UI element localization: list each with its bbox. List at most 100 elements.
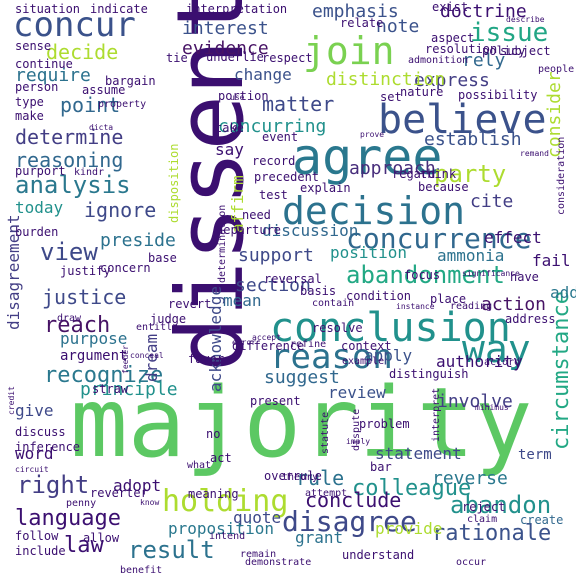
word-majority: majority (70, 367, 533, 479)
word-assume: assume (82, 83, 126, 97)
word-event: event (262, 130, 299, 144)
word-believe: believe (378, 97, 547, 143)
word-concern: concern (100, 261, 151, 275)
word-test: test (259, 188, 288, 202)
word-admonition: admonition (408, 55, 469, 66)
word-respect: respect (262, 51, 313, 65)
word-suggest: suggest (264, 367, 340, 388)
word-bargain: bargain (105, 74, 156, 88)
word-proposition: proposition (168, 519, 274, 538)
word-describe: describe (506, 15, 545, 24)
word-intend: intend (209, 531, 246, 542)
word-view: view (40, 238, 98, 266)
word-rationale: rationale (432, 521, 552, 546)
word-include: include (15, 544, 66, 558)
word-base: base (148, 251, 177, 265)
word-analysis: analysis (15, 171, 131, 199)
word-set: set (380, 90, 402, 104)
word-decide: decide (46, 40, 119, 64)
word-abandonment: abandonment (346, 261, 505, 289)
word-reading: reading (450, 301, 493, 312)
word-dispute: dispute (351, 408, 362, 451)
word-determination: determination (217, 204, 228, 283)
word-disagree: disagree (282, 505, 417, 538)
word-require: require (15, 65, 91, 86)
word-record: record (252, 154, 296, 168)
word-statute: statute (320, 411, 331, 454)
word-determine: determine (15, 125, 124, 149)
word-concurring: concurring (218, 116, 327, 137)
word-evidence: evidence (182, 38, 269, 59)
word-principle: principle (80, 379, 178, 400)
word-act: act (210, 451, 232, 465)
word-person: person (15, 80, 59, 94)
word-reasoning: reasoning (15, 148, 124, 172)
word-distinguish: distinguish (389, 367, 469, 381)
word-precedent: precedent (254, 170, 320, 184)
word-possibility: possibility (458, 88, 538, 102)
word-kindr: kindr (74, 167, 105, 178)
word-inference: inference (15, 440, 81, 454)
word-continue: continue (15, 57, 73, 71)
word-quote: quote (233, 508, 282, 527)
word-doctrine: doctrine (440, 1, 527, 22)
word-word: word (15, 444, 54, 463)
word-give: give (15, 401, 54, 420)
word-understand: understand (342, 548, 415, 562)
word-burden: burden (15, 225, 59, 239)
word-need: need (242, 208, 271, 222)
word-address: address (505, 312, 556, 326)
word-explain: explain (300, 181, 351, 195)
word-remand: remand (520, 149, 549, 158)
word-context: context (341, 339, 392, 353)
word-discussion: discussion (262, 221, 359, 240)
word-take: take (215, 121, 244, 135)
word-ammonia: ammonia (437, 246, 505, 265)
word-grant: grant (295, 528, 344, 547)
word-straw: straw (92, 382, 129, 396)
word-approach: approach (349, 158, 436, 179)
word-conceal: conceal (130, 351, 164, 360)
word-policy: policy (482, 44, 526, 58)
word-draw: draw (57, 313, 82, 324)
word-no: no (206, 427, 221, 441)
word-term: term (518, 447, 552, 463)
word-apply: apply (364, 346, 413, 365)
word-way: way (462, 327, 531, 371)
word-dicta: dicta (89, 123, 114, 132)
word-consideration: consideration (556, 136, 567, 215)
word-prove: prove (360, 130, 385, 139)
word-language: language (15, 506, 121, 531)
word-people: people (538, 64, 575, 75)
word-justify: justify (60, 264, 111, 278)
word-party: party (434, 160, 507, 188)
word-type: type (15, 95, 44, 109)
word-exist: exist (432, 0, 469, 14)
word-distinction: distinction (326, 69, 446, 90)
word-agree: agree (292, 128, 443, 186)
word-rely: rely (462, 50, 506, 71)
word-basis: basis (300, 284, 337, 298)
word-think: think (420, 167, 457, 181)
word-interest: interest (182, 18, 269, 39)
word-reach: reach (44, 313, 111, 338)
word-feeder: feeder (121, 345, 130, 374)
word-establish: establish (424, 129, 522, 150)
word-accept: accept (252, 333, 281, 342)
word-have: have (510, 270, 539, 284)
word-decision: decision (282, 189, 466, 233)
word-conclusion: conclusion (270, 305, 511, 351)
word-instance: instance (396, 302, 435, 311)
word-bar: bar (370, 460, 392, 474)
word-indicate: indicate (90, 2, 148, 16)
word-know: know (140, 498, 160, 507)
word-aspect: aspect (431, 31, 475, 45)
word-purpose: purpose (60, 329, 128, 348)
word-revert: revert (168, 297, 212, 311)
word-preside: preside (100, 230, 176, 251)
word-follow: follow (15, 529, 59, 543)
word-fail: fail (532, 251, 571, 270)
word-use: use (230, 93, 245, 102)
word-accord: accord (484, 357, 521, 368)
